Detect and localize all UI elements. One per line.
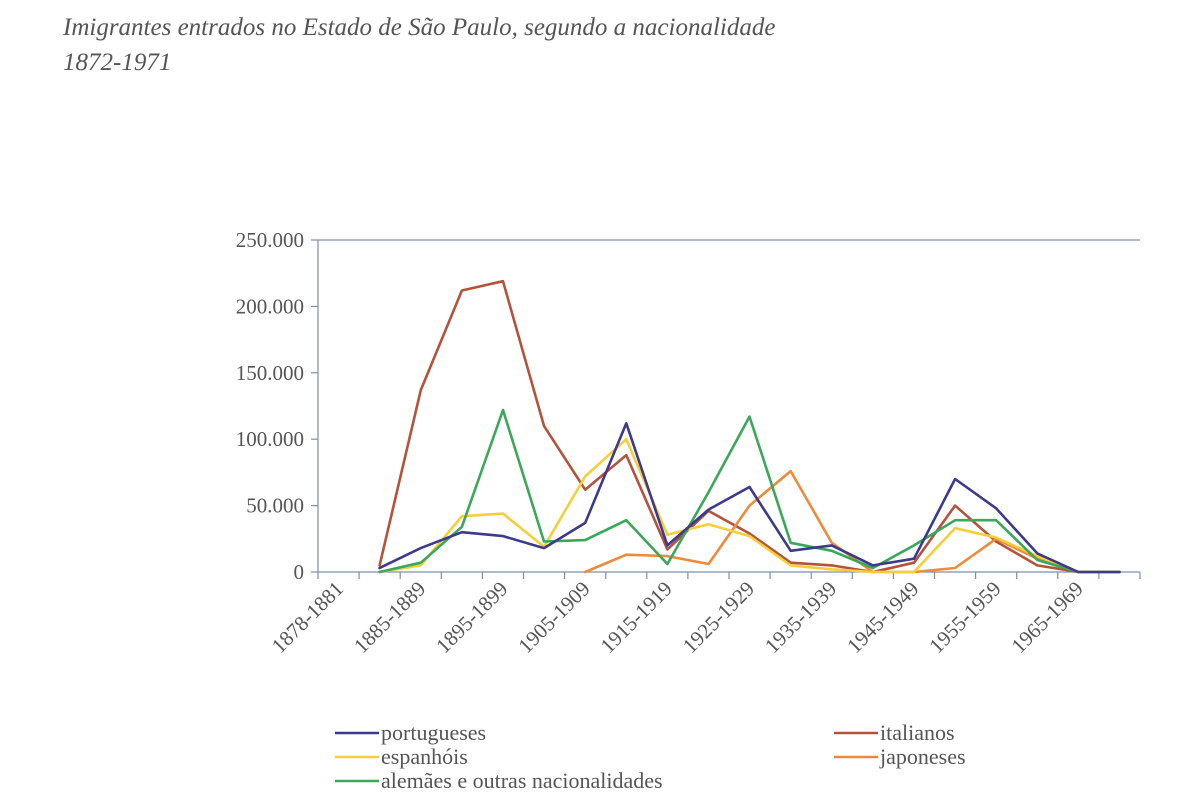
- y-axis-ticks: 0 50.000 100.000 150.000 200.000 250.000: [236, 228, 318, 584]
- legend-label-japoneses: japoneses: [879, 744, 966, 769]
- x-tick-label: 1895-1899: [431, 577, 512, 658]
- y-tick-label: 0: [294, 560, 305, 584]
- series-line-japoneses: [583, 469, 1121, 574]
- x-tick-label: 1925-1929: [678, 577, 759, 658]
- x-tick-label: 1905-1909: [513, 577, 594, 658]
- y-tick-label: 150.000: [236, 361, 304, 385]
- series-line-alemaes: [378, 408, 1121, 574]
- y-tick-label: 200.000: [236, 294, 304, 318]
- legend-label-portugueses: portugueses: [381, 720, 486, 745]
- chart-subtitle: 1872-1971: [63, 49, 172, 76]
- series-line-espanhois: [378, 437, 1121, 574]
- x-tick-label: 1955-1959: [924, 577, 1005, 658]
- series-line-portugueses: [378, 422, 1121, 574]
- y-tick-label: 100.000: [236, 427, 304, 451]
- x-tick-label: 1885-1889: [349, 577, 430, 658]
- chart-title-block: Imigrantes entrados no Estado de São Pau…: [63, 10, 775, 80]
- chart-title: Imigrantes entrados no Estado de São Pau…: [63, 14, 776, 41]
- series-line-italianos: [378, 279, 1121, 574]
- legend-label-alemaes: alemães e outras nacionalidades: [381, 768, 663, 793]
- legend-label-italianos: italianos: [880, 720, 955, 745]
- x-tick-label: 1935-1939: [760, 577, 841, 658]
- y-tick-label: 50.000: [246, 494, 304, 518]
- x-tick-label: 1878-1881: [267, 577, 348, 658]
- chart-series: [378, 279, 1121, 574]
- y-tick-label: 250.000: [236, 228, 304, 252]
- legend-label-espanhois: espanhóis: [381, 744, 468, 769]
- x-axis-ticks: 1878-1881 1885-1889 1895-1899 1905-1909 1915…: [267, 572, 1141, 658]
- x-tick-label: 1915-1919: [596, 577, 677, 658]
- x-tick-label: 1965-1969: [1007, 577, 1088, 658]
- x-tick-label: 1945-1949: [842, 577, 923, 658]
